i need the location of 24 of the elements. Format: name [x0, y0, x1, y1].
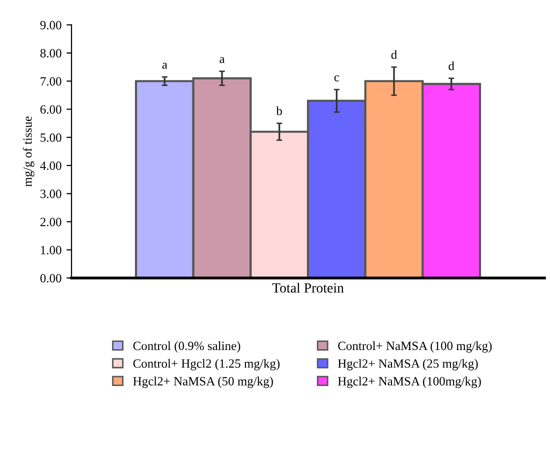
annotation: a: [162, 62, 168, 69]
legend-label: Control+ NaMSA (100 mg/kg): [338, 341, 492, 353]
y-tick-label: 8.00: [40, 49, 62, 58]
annotation: c: [334, 75, 340, 82]
y-tick-label: 0.00: [40, 274, 62, 282]
y-tick-label: 9.00: [40, 20, 62, 30]
y-tick-label: 1.00: [41, 246, 62, 254]
annotation: d: [448, 61, 454, 70]
x-tick-label: Total Protein: [272, 282, 344, 293]
legend-label: Control+ Hgcl2 (1.25 mg/kg): [133, 358, 280, 370]
annotation: a: [220, 57, 225, 64]
y-tick-label: 4.00: [40, 162, 62, 170]
y-axis-title: mg/g of tissue: [22, 116, 34, 187]
annotation: b: [276, 106, 282, 116]
annotation: d: [391, 50, 397, 59]
legend-label: Hgcl2+ NaMSA (100mg/kg): [338, 376, 481, 388]
legend-label: Hgcl2+ NaMSA (50 mg/kg): [133, 376, 273, 388]
legend-label: Hgcl2+ NaMSA (25 mg/kg): [338, 358, 478, 370]
y-tick-label: 2.00: [40, 218, 62, 226]
y-tick-label: 5.00: [40, 133, 62, 142]
y-tick-label: 6.00: [40, 105, 62, 114]
y-tick-label: 3.00: [40, 190, 62, 198]
y-tick-label: 7.00: [40, 77, 62, 86]
legend-label: Control (0.9% saline): [133, 341, 240, 353]
